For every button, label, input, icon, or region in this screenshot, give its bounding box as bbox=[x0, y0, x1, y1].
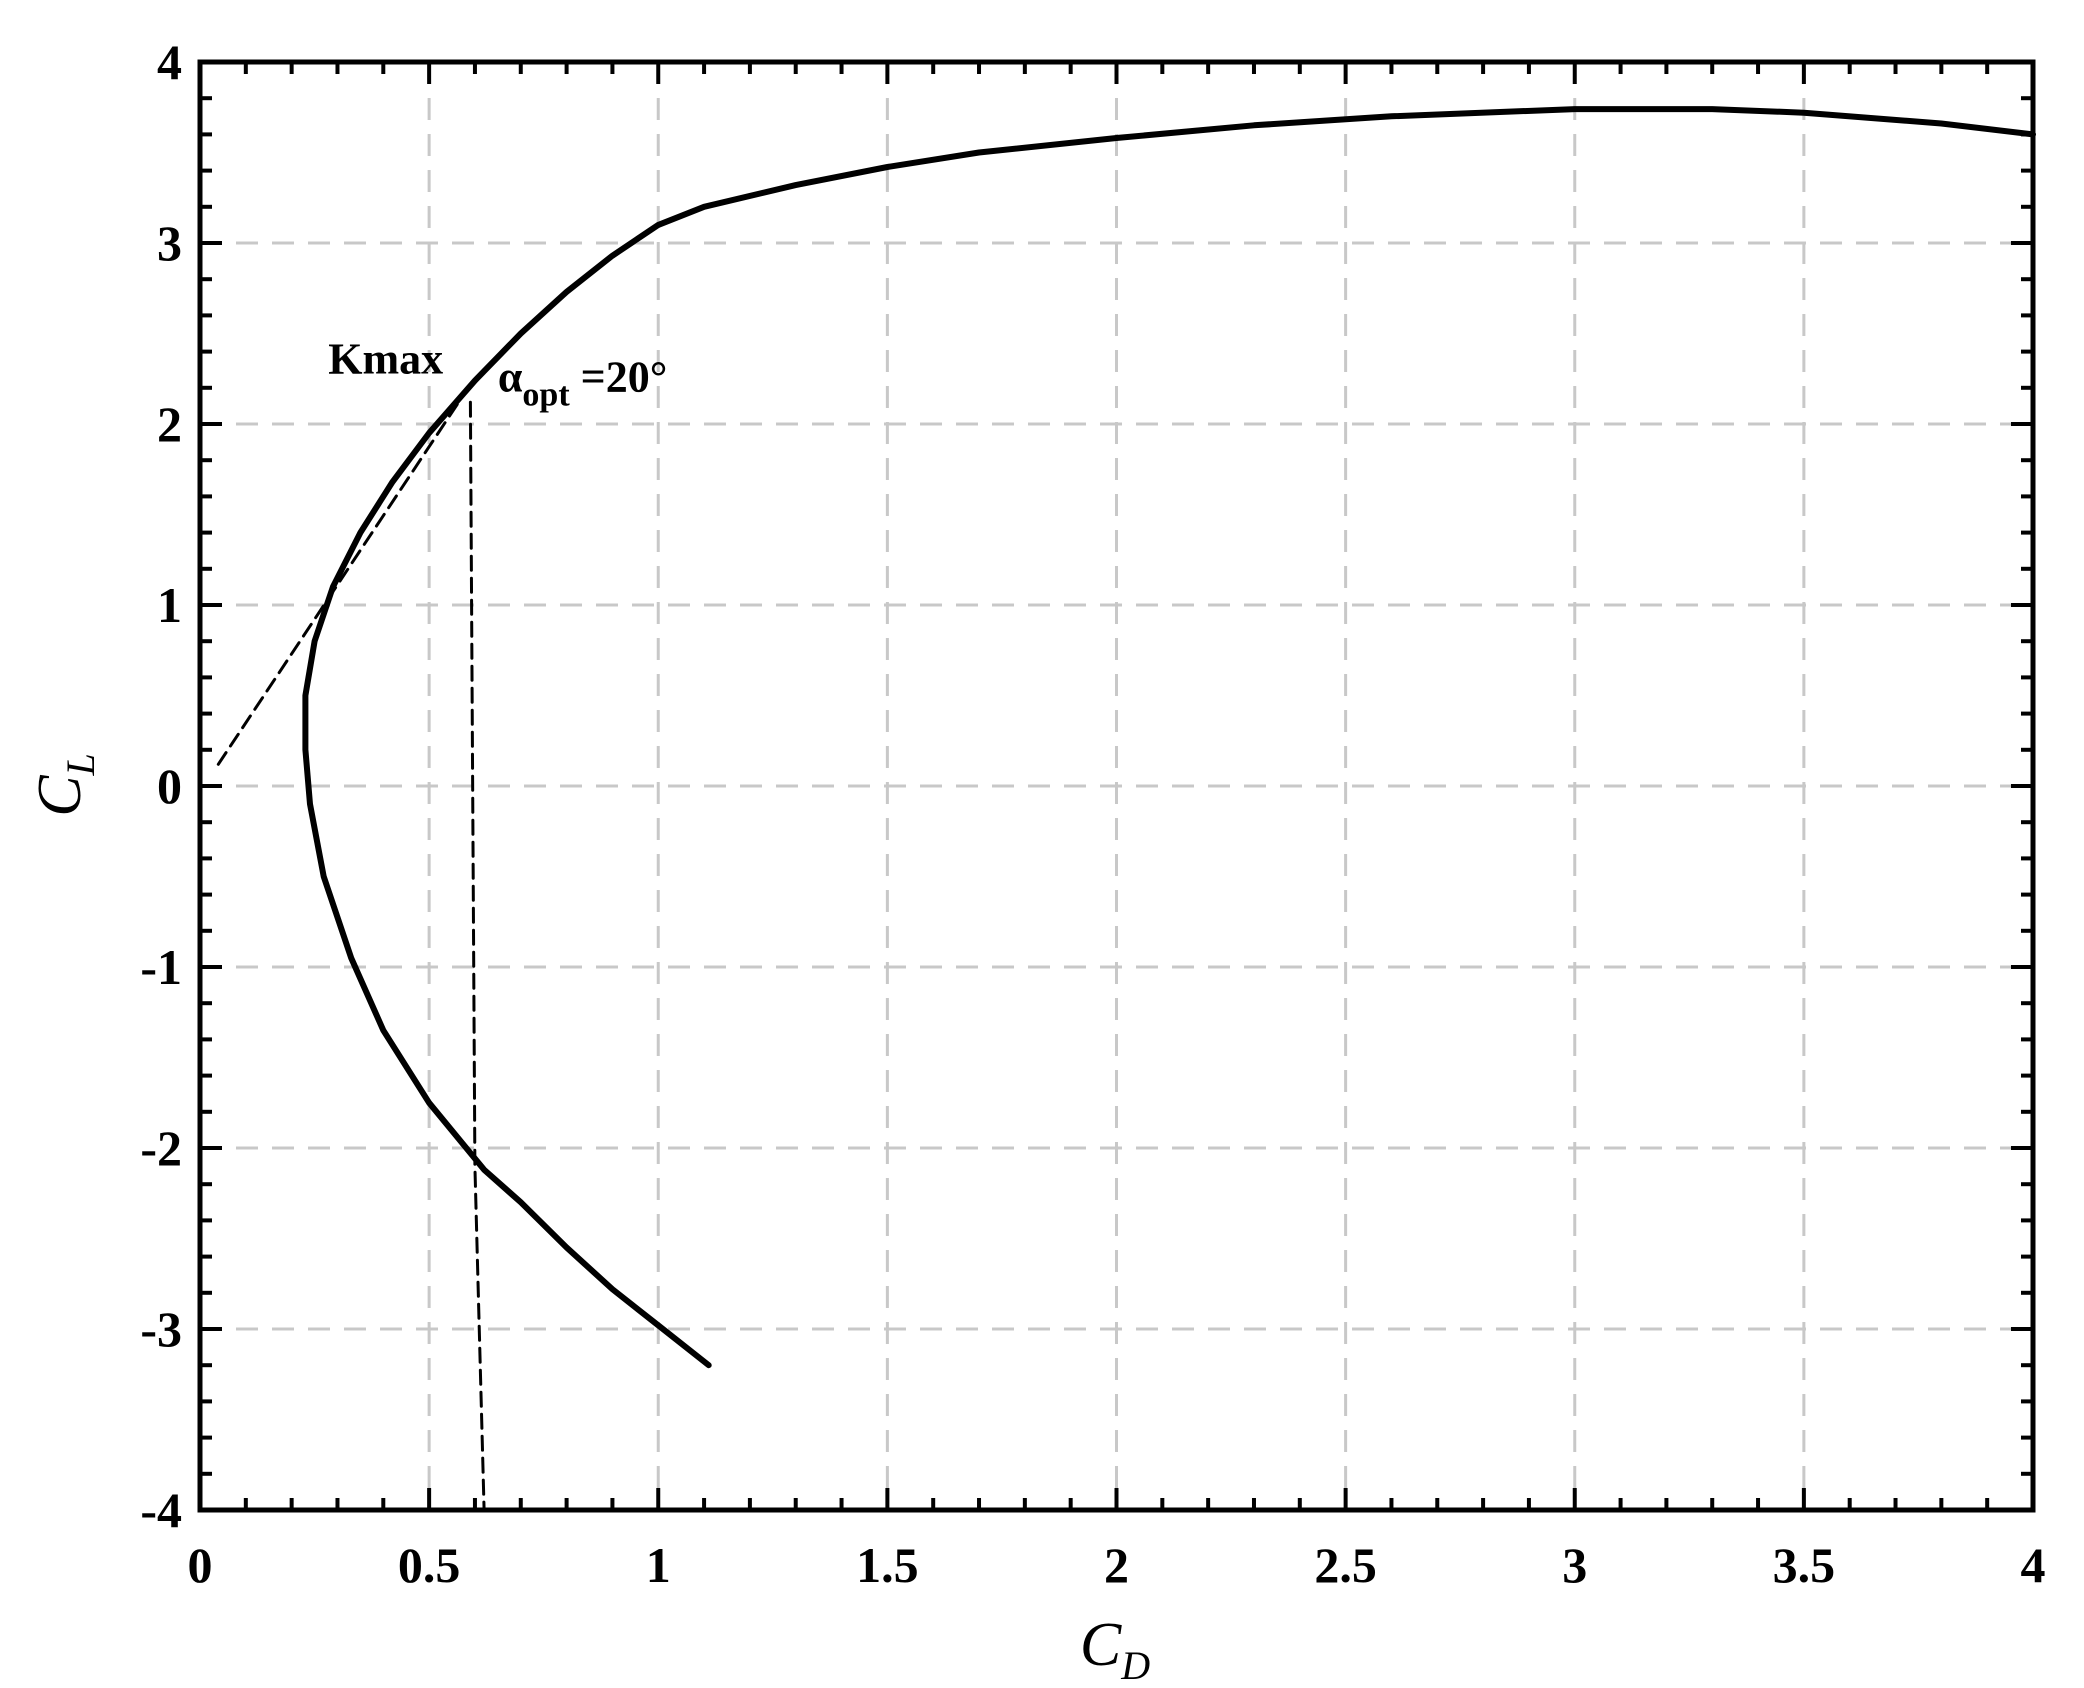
y-tick-label: -1 bbox=[140, 939, 182, 995]
y-tick-label: -2 bbox=[140, 1120, 182, 1176]
tangent-line bbox=[216, 389, 468, 766]
x-tick-label: 0.5 bbox=[398, 1537, 461, 1593]
y-tick-label: 0 bbox=[157, 758, 182, 814]
polar-curve bbox=[302, 106, 2036, 1369]
tick-labels: 0 0.5 1 1.5 2 2.5 3 3.5 4 -4 -3 -2 -1 0 1 2 3 4 bbox=[140, 34, 2045, 1593]
optimum-drop-line bbox=[468, 400, 486, 1512]
alpha-opt-annotation: αopt =20° bbox=[498, 352, 667, 413]
x-tick-label: 3 bbox=[1562, 1537, 1587, 1593]
axes-frame bbox=[197, 59, 2036, 1513]
y-tick-label: 1 bbox=[157, 577, 182, 633]
kmax-annotation: Kmax bbox=[328, 334, 443, 383]
y-tick-label: -3 bbox=[140, 1301, 182, 1357]
x-tick-label: 1.5 bbox=[856, 1537, 919, 1593]
y-tick-label: 4 bbox=[157, 34, 182, 90]
x-tick-label: 0 bbox=[188, 1537, 213, 1593]
x-axis-title: CD bbox=[1080, 1611, 1150, 1688]
x-tick-label: 4 bbox=[2021, 1537, 2046, 1593]
y-axis-title: CL bbox=[26, 753, 103, 817]
x-tick-label: 2.5 bbox=[1314, 1537, 1377, 1593]
x-tick-label: 3.5 bbox=[1773, 1537, 1836, 1593]
y-tick-label: -4 bbox=[140, 1482, 182, 1538]
y-tick-label: 2 bbox=[157, 396, 182, 452]
x-tick-label: 1 bbox=[646, 1537, 671, 1593]
curve-layer bbox=[216, 106, 2036, 1512]
x-tick-label: 2 bbox=[1104, 1537, 1129, 1593]
grid-lines bbox=[200, 62, 2033, 1510]
y-tick-label: 3 bbox=[157, 215, 182, 271]
